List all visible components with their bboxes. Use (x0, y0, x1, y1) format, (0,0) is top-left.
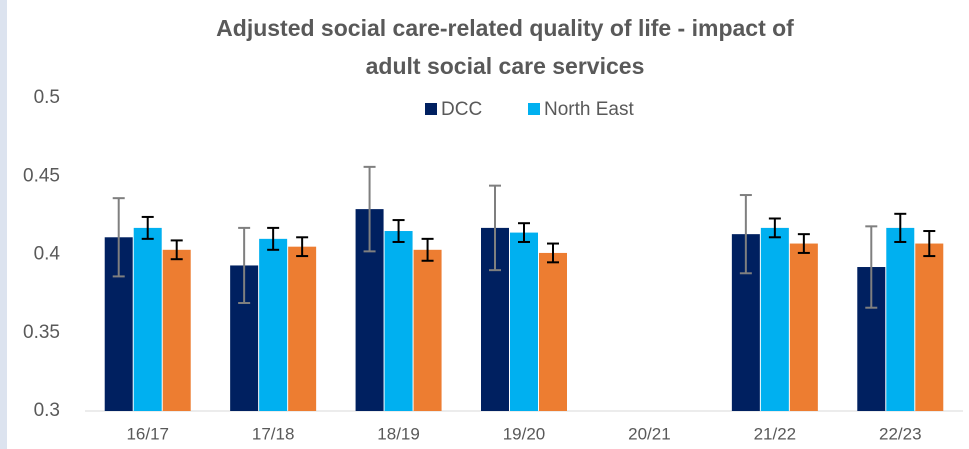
y-tick-label: 0.5 (34, 87, 60, 108)
bar (162, 249, 191, 411)
error-bar (739, 194, 752, 275)
x-tick-label: 16/17 (126, 424, 169, 443)
left-border (0, 0, 7, 449)
error-bar (170, 239, 183, 261)
legend-label: North East (544, 99, 634, 120)
bar (384, 231, 413, 411)
x-tick-label: 18/19 (377, 424, 420, 443)
legend-swatch (425, 103, 437, 115)
bar (510, 232, 538, 411)
bar (886, 227, 915, 411)
x-tick-label: 17/18 (252, 424, 295, 443)
bar (413, 249, 442, 411)
x-tick-label: 19/20 (503, 424, 546, 443)
error-bar (547, 242, 559, 264)
bar (259, 238, 288, 411)
error-bar (141, 215, 154, 240)
chart-title: Adjusted social care-related quality of … (216, 15, 794, 41)
bar (915, 243, 944, 411)
error-bar (865, 225, 878, 309)
bar (760, 227, 789, 411)
bar (539, 252, 567, 411)
bar (288, 246, 317, 411)
error-bar (238, 226, 251, 305)
chart-title: adult social care services (366, 53, 645, 79)
bar (133, 227, 162, 411)
error-bar (296, 236, 309, 258)
legend-swatch (528, 103, 540, 115)
error-bar (363, 165, 376, 253)
error-bar (518, 222, 530, 243)
x-tick-label: 21/22 (754, 424, 797, 443)
error-bar (267, 226, 280, 251)
error-bar (489, 184, 501, 272)
error-bar (768, 217, 781, 239)
y-tick-label: 0.3 (34, 400, 60, 421)
y-tick-label: 0.4 (34, 244, 61, 265)
error-bar (894, 212, 907, 243)
x-tick-label: 22/23 (879, 424, 922, 443)
error-bar (421, 237, 434, 262)
y-tick-label: 0.35 (23, 322, 60, 343)
error-bar (112, 197, 125, 278)
y-tick-label: 0.45 (23, 165, 60, 186)
bar (789, 243, 818, 411)
error-bar (923, 230, 936, 258)
x-tick-label: 20/21 (628, 424, 671, 443)
error-bar (797, 233, 810, 254)
error-bar (392, 219, 405, 243)
legend-label: DCC (441, 99, 482, 120)
